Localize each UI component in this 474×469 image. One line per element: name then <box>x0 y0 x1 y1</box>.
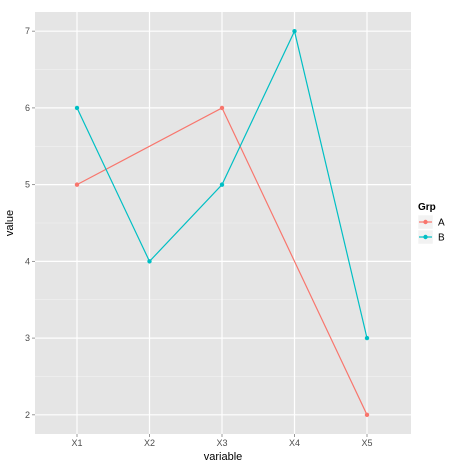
data-point-B <box>292 28 297 34</box>
legend-key-point-A <box>423 219 428 225</box>
legend-items: AB <box>417 214 445 245</box>
y-axis: 2 3 4 5 6 7 <box>25 26 35 420</box>
y-tick-label: 2 <box>25 410 30 420</box>
y-tick-label: 4 <box>25 256 30 266</box>
x-tick-label: X4 <box>289 438 300 448</box>
x-tick-label: X5 <box>361 438 372 448</box>
y-tick-label: 6 <box>25 103 30 113</box>
y-tick-label: 5 <box>25 180 30 190</box>
y-axis-title: value <box>4 210 16 236</box>
data-point-A <box>74 182 80 187</box>
y-tick-label: 3 <box>25 333 30 343</box>
legend-key-point-B <box>423 234 428 240</box>
x-tick-label: X2 <box>144 438 155 448</box>
x-axis-title: variable <box>204 451 243 463</box>
data-point-B <box>147 259 152 264</box>
data-point-B <box>364 335 370 341</box>
legend-label-B: B <box>438 233 445 244</box>
data-point-A <box>219 105 225 111</box>
x-tick-label: X3 <box>216 438 227 448</box>
legend: Grp AB <box>417 202 445 245</box>
data-point-A <box>364 412 370 418</box>
data-point-B <box>74 105 80 111</box>
data-point-B <box>219 182 225 187</box>
legend-label-A: A <box>438 218 445 229</box>
legend-title: Grp <box>418 202 436 213</box>
x-axis: X1 X2 X3 X4 X5 <box>71 434 373 448</box>
series-layer <box>74 28 370 418</box>
y-tick-label: 7 <box>25 26 30 36</box>
x-tick-label: X1 <box>71 438 82 448</box>
